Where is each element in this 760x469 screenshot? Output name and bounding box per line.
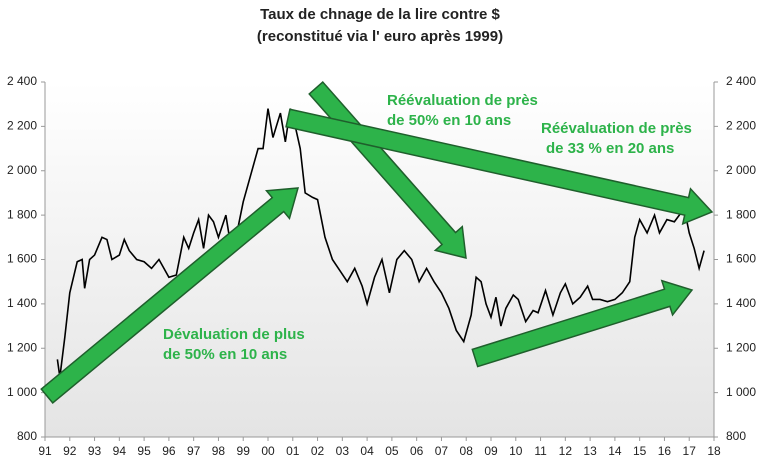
x-tick-label: 02 <box>311 444 325 458</box>
arrow <box>285 108 714 226</box>
y2-tick-label: 1 400 <box>726 296 756 310</box>
arrow <box>40 187 300 404</box>
y2-tick-label: 2 200 <box>726 119 756 133</box>
x-tick-label: 94 <box>113 444 127 458</box>
y-tick-label: 1 000 <box>7 385 37 399</box>
annotation: Réévaluation de près <box>387 92 538 109</box>
x-tick-label: 13 <box>583 444 597 458</box>
x-tick-label: 09 <box>484 444 498 458</box>
x-tick-label: 99 <box>237 444 251 458</box>
y2-tick-label: 800 <box>726 429 746 443</box>
x-tick-label: 92 <box>63 444 77 458</box>
x-tick-label: 95 <box>137 444 151 458</box>
chart-title: Taux de chnage de la lire contre $ <box>260 6 500 23</box>
y2-tick-label: 1 800 <box>726 207 756 221</box>
x-tick-label: 91 <box>38 444 52 458</box>
x-tick-label: 06 <box>410 444 424 458</box>
y-tick-label: 1 200 <box>7 340 37 354</box>
y-tick-label: 800 <box>17 429 37 443</box>
annotation: Dévaluation de plus <box>163 326 305 343</box>
x-tick-label: 08 <box>460 444 474 458</box>
x-tick-label: 01 <box>286 444 300 458</box>
x-tick-label: 14 <box>608 444 622 458</box>
annotation: de 50% en 10 ans <box>387 112 511 129</box>
x-tick-label: 18 <box>707 444 721 458</box>
x-tick-label: 04 <box>360 444 374 458</box>
x-tick-label: 98 <box>212 444 226 458</box>
y-tick-label: 1 600 <box>7 252 37 266</box>
y-tick-label: 2 000 <box>7 163 37 177</box>
line-series <box>56 108 705 378</box>
x-tick-label: 93 <box>88 444 102 458</box>
x-tick-label: 10 <box>509 444 523 458</box>
chart-subtitle: (reconstitué via l' euro après 1999) <box>257 28 503 45</box>
annotation: de 50% en 10 ans <box>163 346 287 363</box>
arrow <box>471 279 694 368</box>
x-tick-label: 03 <box>336 444 350 458</box>
x-tick-label: 00 <box>261 444 275 458</box>
y2-tick-label: 2 000 <box>726 163 756 177</box>
y2-tick-label: 1 200 <box>726 340 756 354</box>
x-tick-label: 15 <box>633 444 647 458</box>
x-tick-label: 07 <box>435 444 449 458</box>
x-tick-label: 96 <box>162 444 176 458</box>
y-tick-label: 1 800 <box>7 207 37 221</box>
y2-tick-label: 1 000 <box>726 385 756 399</box>
y-tick-label: 2 200 <box>7 119 37 133</box>
x-tick-label: 16 <box>658 444 672 458</box>
x-tick-label: 11 <box>534 444 547 458</box>
annotation: de 33 % en 20 ans <box>546 140 674 157</box>
x-tick-label: 17 <box>683 444 697 458</box>
annotation: Réévaluation de près <box>541 120 692 137</box>
x-tick-label: 97 <box>187 444 201 458</box>
y2-tick-label: 1 600 <box>726 252 756 266</box>
y2-tick-label: 2 400 <box>726 74 756 88</box>
y-tick-label: 1 400 <box>7 296 37 310</box>
y-tick-label: 2 400 <box>7 74 37 88</box>
x-tick-label: 12 <box>559 444 573 458</box>
x-tick-label: 05 <box>385 444 399 458</box>
